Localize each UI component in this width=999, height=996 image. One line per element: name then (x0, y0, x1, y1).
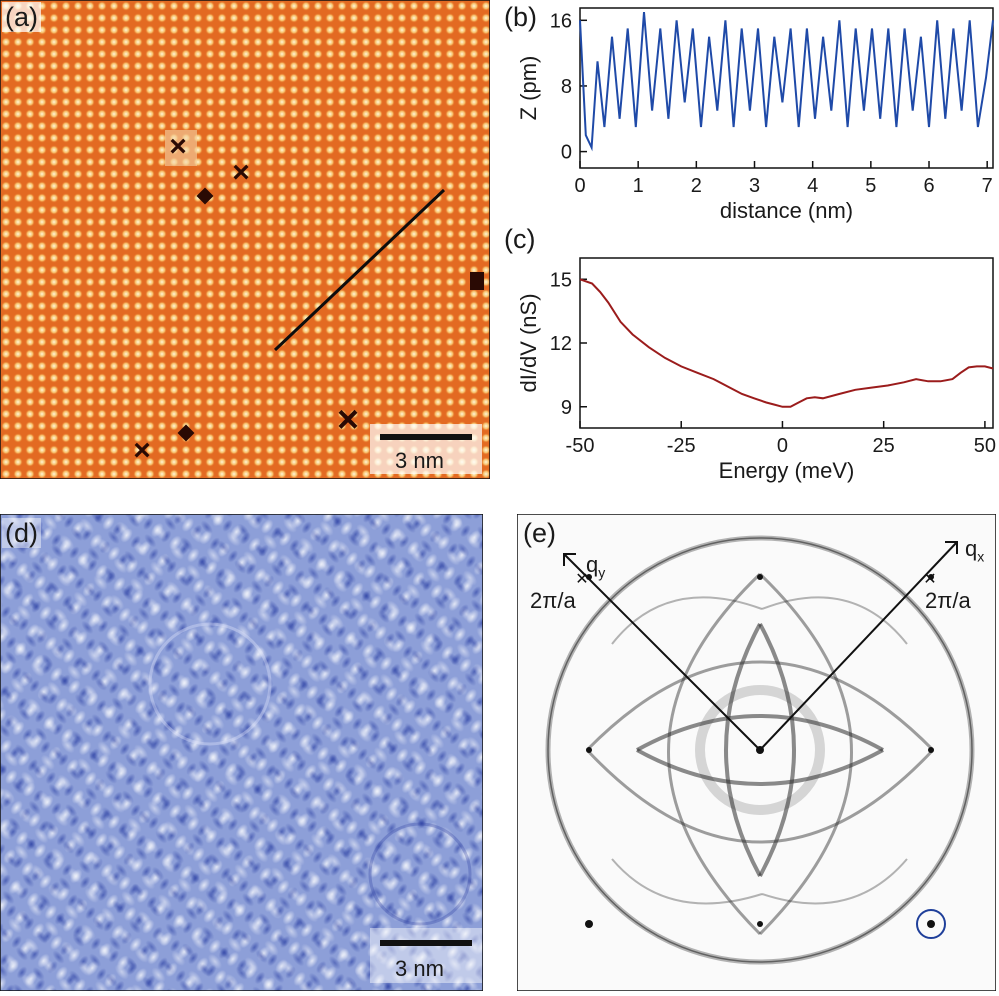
qx-axis-label: qx (965, 536, 984, 564)
panel-d-conductance-map: (d) 3 nm (0, 513, 484, 992)
chart-c: -50 -25 0 25 50 9 12 15 Energy (meV) dI/dV (nS) (516, 257, 996, 483)
panel-e-fourier-transform: ✕ ✕ (e) qy qx 2π/a 2π/a (516, 513, 997, 992)
svg-text:×: × (169, 130, 187, 163)
panel-label-e: (e) (523, 518, 556, 548)
x-tick-label: 0 (574, 175, 585, 197)
svg-text:×: × (232, 156, 250, 189)
x-tick-label: 7 (982, 175, 993, 197)
x-tick-label: 2 (691, 175, 702, 197)
x-tick-label: 5 (865, 175, 876, 197)
x-tick-label: 4 (807, 175, 818, 197)
qx-subscript: x (977, 548, 985, 565)
y-tick-label: 8 (561, 76, 572, 98)
svg-text:✕: ✕ (575, 571, 588, 588)
x-axis-label: Energy (meV) (719, 458, 855, 483)
y-tick-label: 16 (550, 10, 572, 32)
recip-label-left: 2π/a (530, 588, 576, 613)
qy-axis-label: qy (586, 552, 605, 580)
chart-b: 0 1 2 3 4 5 6 7 0 8 16 distance (nm) Z (pm) (516, 7, 994, 223)
x-tick-label: 25 (873, 435, 895, 457)
y-tick-label: 12 (550, 333, 572, 355)
x-tick-label: 50 (974, 435, 996, 457)
svg-text:✕: ✕ (923, 571, 936, 588)
conductance-map-image (0, 513, 484, 992)
panel-a-topograph: × × × × (a) 3 nm (0, 0, 491, 480)
svg-text:×: × (133, 434, 151, 467)
panel-b-height-profile: 0 1 2 3 4 5 6 7 0 8 16 distance (nm) Z (pm) (b) (500, 0, 999, 235)
y-tick-label: 0 (561, 142, 572, 164)
y-tick-label: 15 (550, 269, 572, 291)
plot-frame (579, 7, 994, 169)
panel-label-c: (c) (504, 224, 536, 254)
qy-letter: q (586, 552, 599, 577)
fourier-transform-image: ✕ ✕ (516, 513, 997, 992)
topograph-image: × × × × (0, 0, 491, 480)
x-tick-label: -50 (566, 435, 595, 457)
x-axis-label: distance (nm) (720, 198, 853, 223)
highlighted-peak-marker (916, 909, 946, 939)
scalebar-label: 3 nm (395, 448, 444, 473)
scalebar-line (380, 434, 472, 440)
defect-markers: × × × × (133, 130, 484, 467)
scalebar-d: 3 nm (370, 928, 482, 983)
series-line (579, 12, 994, 152)
y-axis-label: Z (pm) (516, 56, 541, 121)
panel-label-d: (d) (2, 518, 41, 548)
qy-subscript: y (598, 564, 606, 581)
x-tick-label: 0 (777, 435, 788, 457)
svg-text:×: × (337, 399, 359, 441)
panel-c-spectrum: -50 -25 0 25 50 9 12 15 Energy (meV) dI/dV (nS) (… (500, 224, 999, 490)
panel-label-b: (b) (504, 2, 537, 32)
scalebar-label: 3 nm (395, 956, 444, 981)
x-tick-label: 3 (749, 175, 760, 197)
recip-label-right: 2π/a (925, 588, 971, 613)
scalebar-a: 3 nm (370, 424, 482, 474)
qx-letter: q (965, 536, 978, 561)
x-tick-label: 6 (923, 175, 934, 197)
profile-line (273, 188, 446, 352)
x-tick-label: 1 (633, 175, 644, 197)
scalebar-line (380, 940, 472, 946)
panel-label-a: (a) (2, 2, 41, 32)
series-line (579, 278, 994, 408)
y-axis-label: dI/dV (nS) (516, 293, 541, 392)
x-tick-label: -25 (667, 435, 696, 457)
y-tick-label: 9 (561, 397, 572, 419)
